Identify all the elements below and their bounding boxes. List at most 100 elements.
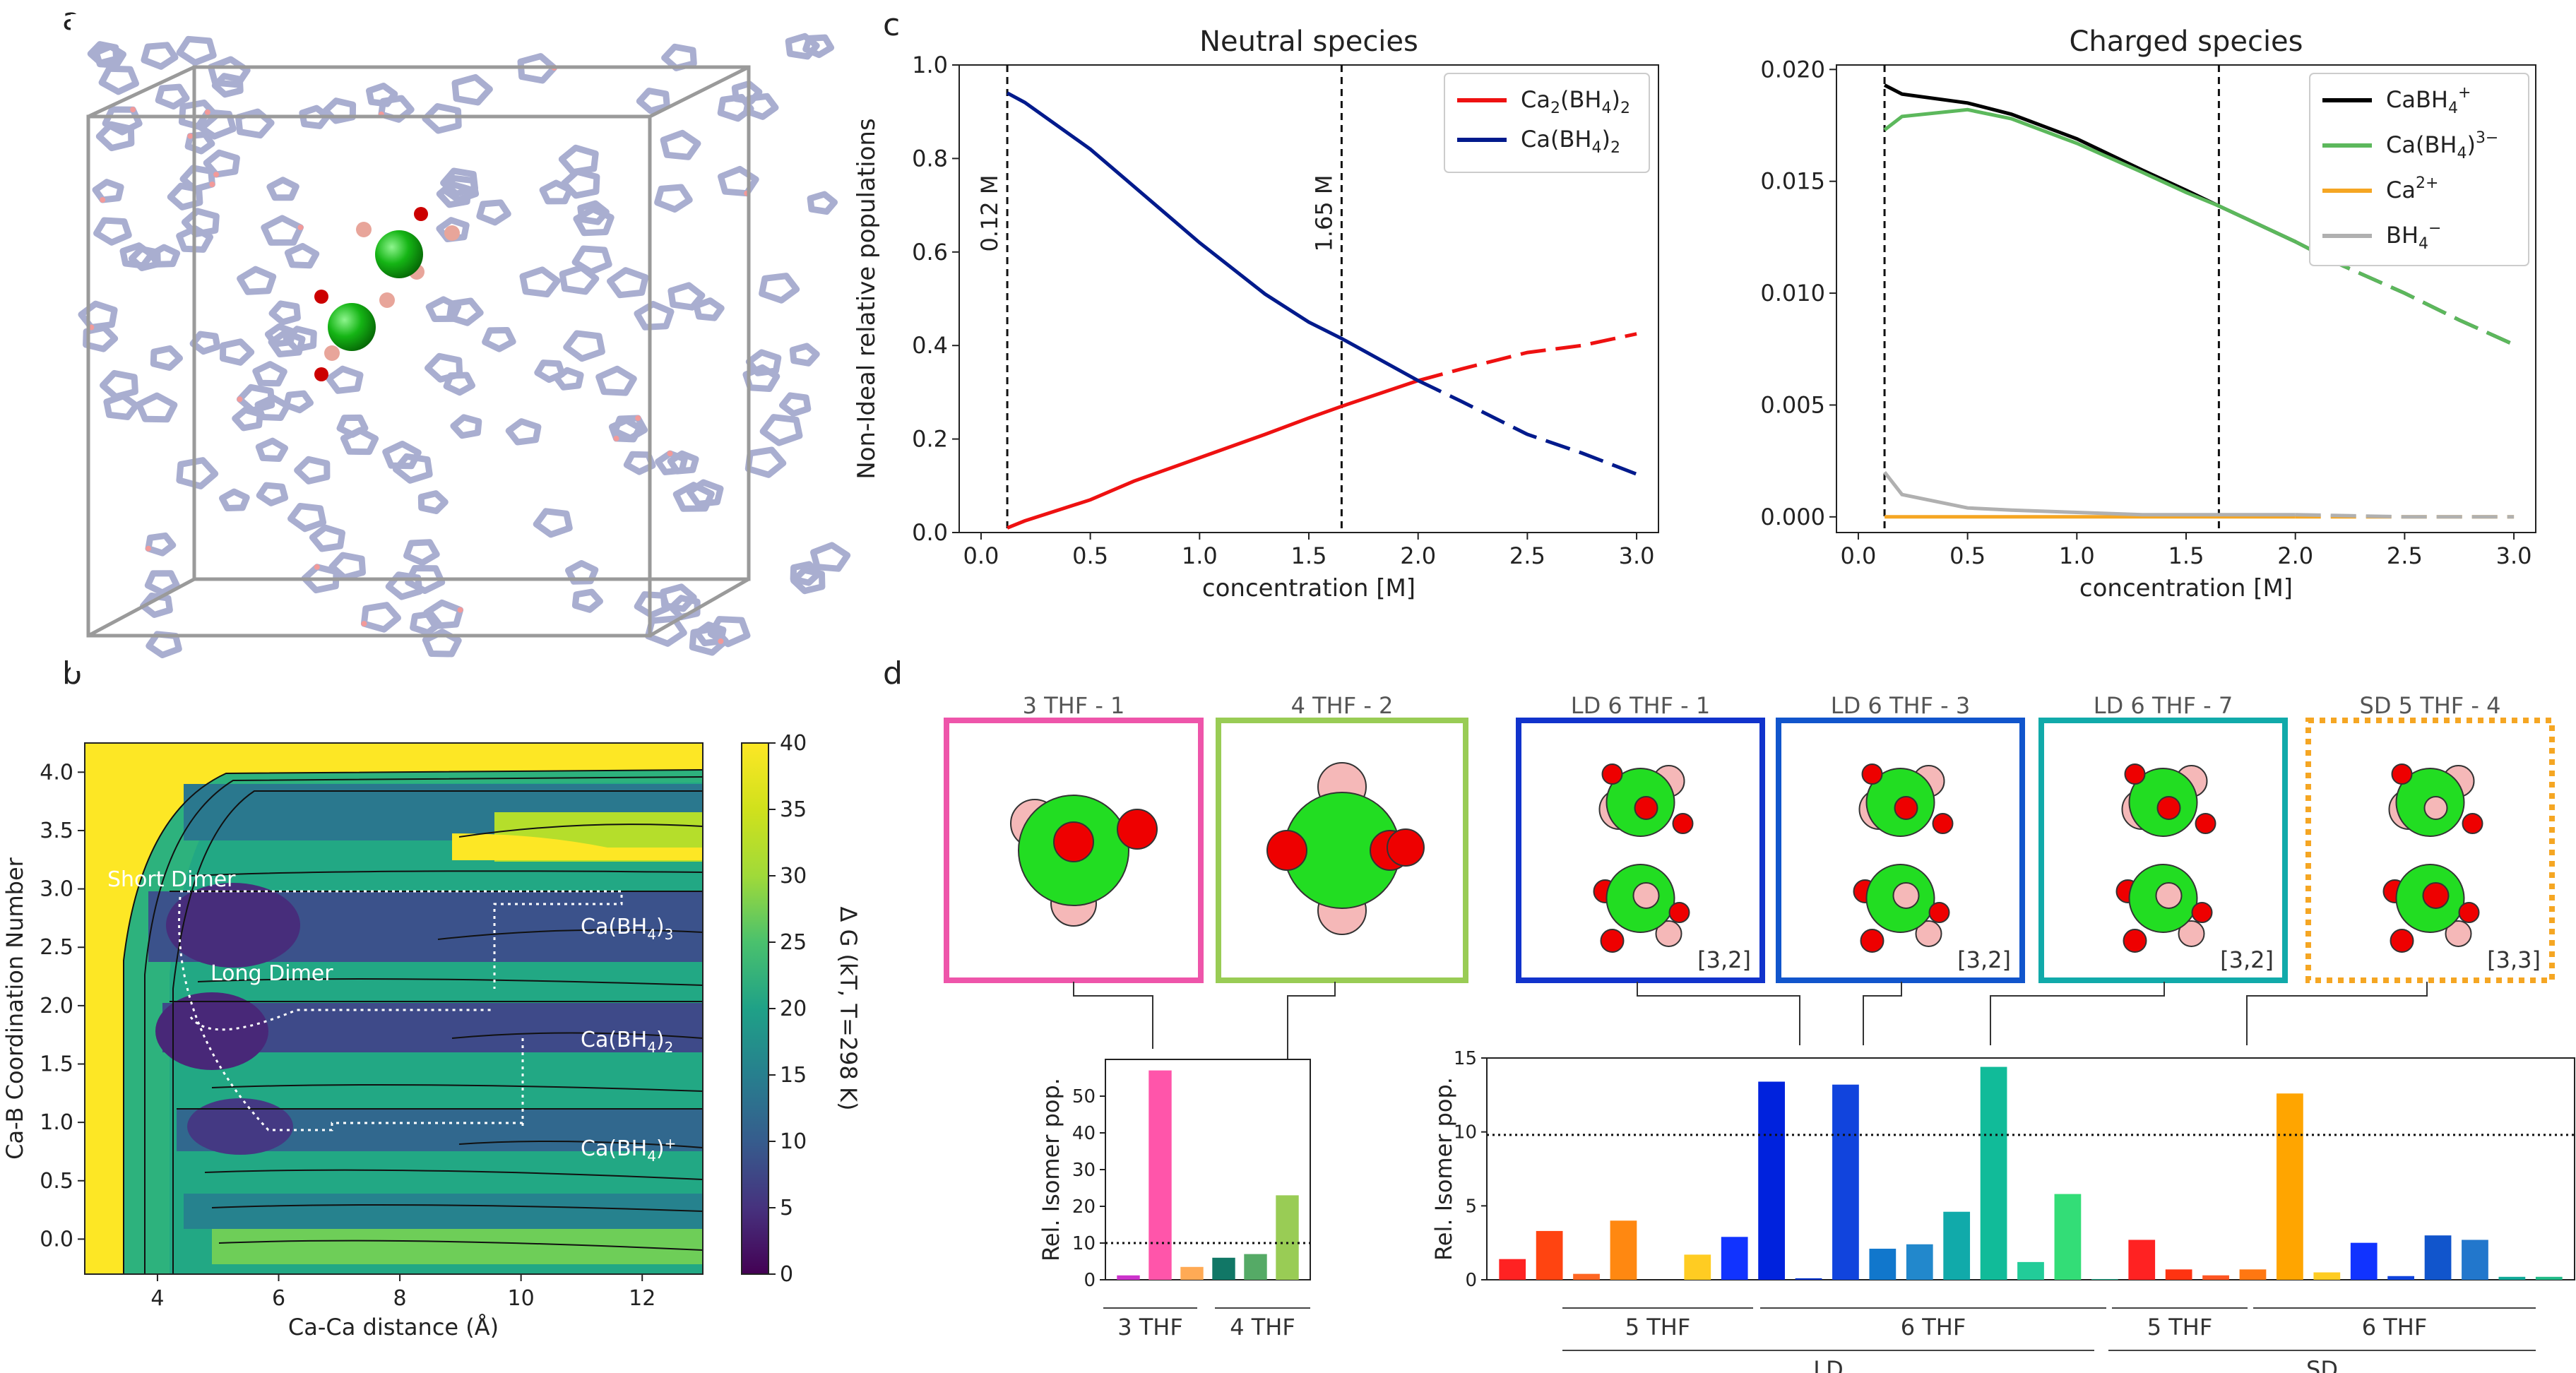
isomer-bar [1573, 1273, 1600, 1280]
thf-molecule [78, 300, 118, 331]
isomer-bar [2054, 1194, 2082, 1280]
oxygen-atom [213, 172, 220, 178]
thf-molecule [309, 524, 345, 552]
thf-molecule [745, 349, 782, 376]
legend-box [2309, 73, 2529, 266]
bh4-ligand [1266, 830, 1307, 871]
chart-title: Neutral species [1199, 25, 1418, 58]
isomer-bar [2498, 1276, 2526, 1280]
structure-card: LD 6 THF - 7 [3,2] [2038, 692, 2288, 983]
thf-ligand [1655, 920, 1682, 947]
panel-b-xlabel: Ca-Ca distance (Å) [288, 1314, 499, 1341]
y-tick-label: 30 [1072, 1160, 1096, 1181]
oxygen-atom [130, 107, 136, 113]
thf-molecule [717, 94, 754, 122]
isomer-bar [1117, 1275, 1140, 1280]
coordination-tag: [3,2] [2220, 946, 2274, 973]
thf-molecule [150, 345, 183, 371]
isomer-bar [1536, 1230, 1563, 1280]
isomer-bar [1795, 1278, 1822, 1280]
structure-title: LD 6 THF - 7 [2094, 692, 2233, 719]
bh4-ligand [1117, 809, 1158, 850]
thf-molecule [667, 450, 699, 475]
colorbar-tick-label: 10 [780, 1129, 807, 1154]
legend-label: Ca(BH4)3− [2386, 129, 2498, 162]
y-tick-label: 2.0 [40, 994, 73, 1018]
x-tick-label: 1.0 [2059, 542, 2095, 569]
thf-molecule [422, 103, 462, 134]
thf-ligand [1915, 920, 1942, 947]
oxygen-atom [314, 290, 328, 304]
x-tick-label: 0.0 [1840, 542, 1876, 569]
panel-a-render [71, 14, 862, 671]
thf-molecule [571, 245, 612, 275]
thf-molecule [103, 393, 140, 420]
coordination-tag: [3,2] [1957, 946, 2011, 973]
isomer-bar [1276, 1195, 1299, 1280]
oxygen-atom [100, 197, 106, 203]
x-tick-label: 3.0 [2496, 542, 2532, 569]
thf-molecule [266, 177, 299, 201]
thf-molecule [382, 441, 422, 470]
thf-molecule [410, 610, 443, 636]
thf-molecule [235, 108, 275, 139]
oxygen-atom [457, 607, 463, 613]
group-label: LD [1813, 1356, 1843, 1373]
thf-molecule [417, 490, 449, 514]
thf-molecule [176, 457, 219, 489]
bh4-ligand [1928, 902, 1950, 923]
isomer-bar [2387, 1276, 2415, 1280]
bh4-ligand [2155, 882, 2183, 909]
isomer-bar [1758, 1081, 1785, 1280]
thf-molecule [612, 415, 648, 441]
group-label: SD [2306, 1356, 2338, 1373]
bh4-ligand [2462, 813, 2483, 834]
thf-molecule [255, 437, 288, 462]
thf-molecule [563, 330, 605, 362]
oxygen-atom [635, 415, 641, 421]
thf-molecule [340, 427, 379, 456]
bh4-ligand [1601, 763, 1623, 785]
isomer-bar [2462, 1240, 2488, 1280]
legend-label: Ca2(BH4)2 [1521, 86, 1630, 117]
label-ca-bh4-3: Ca(BH4)3 [581, 915, 673, 943]
structure-title: LD 6 THF - 1 [1571, 692, 1710, 719]
y-tick-label: 0.4 [912, 332, 948, 359]
legend-label: BH4− [2386, 220, 2441, 253]
thf-molecule [534, 359, 566, 384]
bh4-ligand [1053, 821, 1094, 862]
chart-title: Charged species [2069, 25, 2303, 58]
isomer-bar [1684, 1254, 1711, 1280]
thf-molecule [145, 532, 177, 557]
thf-molecule [328, 552, 366, 581]
thf-molecule [636, 88, 670, 114]
plot-area [1486, 1057, 2575, 1280]
oxygen-atom [204, 109, 210, 115]
y-tick-label: 1.0 [912, 52, 948, 78]
bh4-ligand [1668, 902, 1690, 923]
thf-molecule [93, 43, 126, 69]
y-tick-label: 0 [1465, 1270, 1477, 1291]
bh4-ligand [2422, 882, 2450, 909]
oxygen-atom [297, 225, 304, 230]
x-axis-label: concentration [M] [2079, 574, 2293, 602]
thf-molecule [268, 300, 301, 326]
isomer-bar [1869, 1249, 1897, 1280]
thf-molecule [264, 323, 296, 347]
isomer-bar [2091, 1278, 2118, 1280]
thf-molecule [220, 338, 255, 366]
thf-molecule [425, 352, 463, 383]
isomer-bar [2535, 1276, 2563, 1280]
x-tick-label: 1.5 [1291, 542, 1327, 569]
calcium-dimer [314, 207, 460, 381]
label-short-dimer: Short Dimer [107, 867, 236, 892]
bh4-ligand [1634, 796, 1658, 820]
label-ca-bh4-1: Ca(BH4)+ [581, 1135, 676, 1165]
isomer-bar [1832, 1084, 1859, 1280]
structure-title: SD 5 THF - 4 [2360, 692, 2501, 719]
x-tick-label: 12 [629, 1286, 655, 1311]
thf-molecule [446, 297, 484, 326]
thf-molecule [519, 266, 561, 298]
thf-molecule [181, 208, 220, 237]
oxygen-atom [187, 133, 194, 139]
